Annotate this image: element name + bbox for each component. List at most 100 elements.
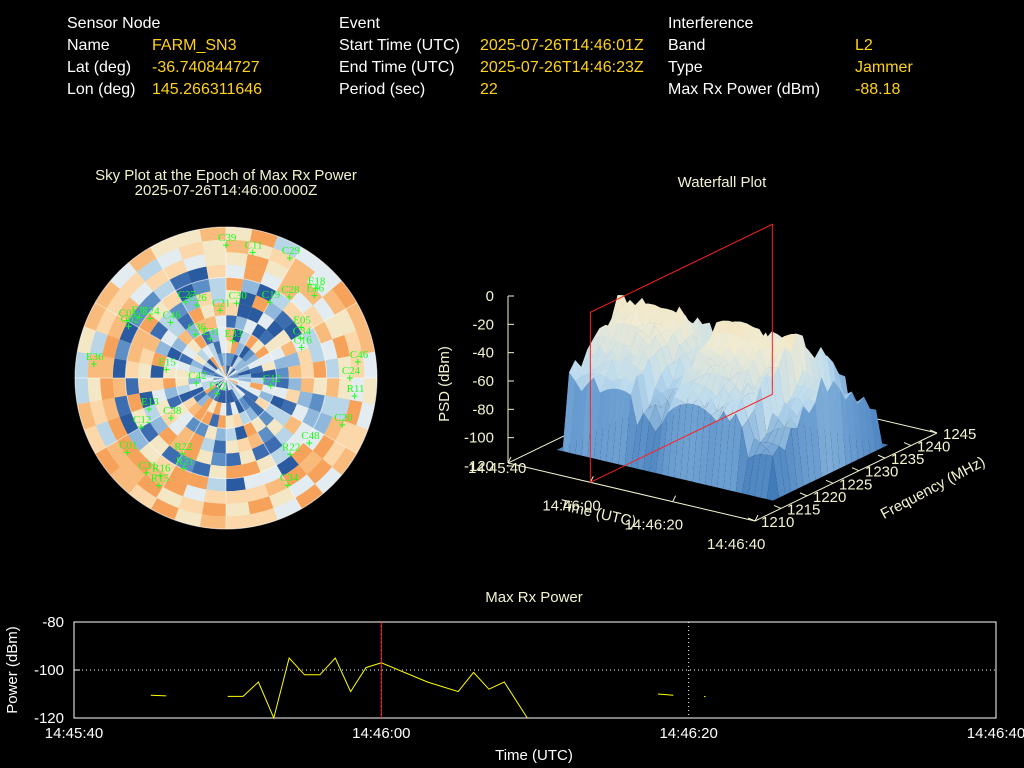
sky-cell: [149, 415, 169, 435]
sky-cell: [175, 283, 196, 302]
sky-cell: [232, 413, 244, 428]
sky-cell: [276, 455, 299, 477]
sky-cell: [107, 416, 128, 441]
sky-cell: [137, 362, 152, 378]
start-time-label: Start Time (UTC): [339, 37, 460, 54]
sky-cell: [226, 402, 233, 416]
sky-cell: [312, 297, 335, 322]
sky-cell: [273, 356, 288, 370]
sky-cell: [208, 464, 226, 479]
sky-cell: [226, 352, 231, 366]
sky-plot-subtitle: 2025-07-26T14:46:00.000Z: [135, 182, 318, 199]
satellite-label: R22: [282, 441, 300, 453]
sky-cell: [282, 269, 307, 292]
sky-cell: [169, 301, 189, 321]
sky-cell: [175, 369, 189, 378]
sky-cell: [158, 426, 178, 446]
sky-azimuth-spoke: [225, 302, 358, 379]
sky-cell: [128, 484, 157, 509]
sky-cell: [234, 358, 246, 370]
satellite-marker: C01: [119, 440, 137, 456]
sky-cell: [150, 378, 165, 392]
sky-cell: [226, 373, 239, 378]
sky-cell: [325, 358, 340, 378]
sky-cell: [287, 378, 302, 392]
lat-label: Lat (deg): [67, 59, 132, 76]
sky-cell: [139, 442, 162, 465]
sky-cell: [226, 302, 240, 317]
sky-cell: [226, 327, 235, 341]
sky-cell: [151, 352, 167, 368]
sky-cell: [241, 460, 261, 478]
sky-cell: [202, 382, 216, 391]
sky-cell: [226, 277, 244, 292]
sky-cell: [110, 466, 138, 494]
sky-cell: [209, 356, 220, 369]
sky-cell: [237, 369, 251, 376]
sky-cell: [296, 391, 313, 409]
sky-cell: [117, 434, 140, 459]
sky-cell: [175, 378, 189, 387]
period-label: Period (sec): [339, 81, 426, 98]
sky-cell: [261, 360, 276, 372]
satellite-marker: C28: [281, 284, 300, 301]
sky-cell: [200, 410, 214, 426]
sky-cell: [226, 227, 253, 242]
sky-cell: [185, 323, 201, 340]
sky-cell: [171, 403, 188, 419]
sky-cell: [270, 290, 291, 311]
sky-cell: [313, 412, 333, 435]
sky-cell: [215, 315, 226, 329]
sky-cell: [163, 259, 188, 280]
sky-cell: [129, 281, 154, 306]
sky-cell: [226, 378, 236, 388]
sky-cell: [226, 368, 236, 378]
sky-cell: [193, 406, 208, 422]
satellite-marker: C12: [263, 373, 281, 389]
sky-cell: [244, 334, 259, 350]
sky-cell: [298, 281, 323, 306]
sky-cell: [168, 418, 186, 436]
sky-cell: [175, 454, 196, 473]
sky-cell: [191, 460, 211, 478]
sky-cell: [226, 439, 240, 454]
sky-cell: [226, 289, 242, 304]
sky-cell: [235, 384, 248, 395]
type-value: Jammer: [855, 59, 913, 76]
sky-cell: [221, 390, 226, 404]
sky-cell: [243, 318, 258, 335]
sky-cell: [270, 445, 291, 466]
satellite-marker: C48: [301, 430, 320, 447]
satellite-marker: E31: [202, 326, 220, 342]
sky-cell: [200, 373, 214, 378]
sky-cell: [223, 365, 226, 378]
sky-cell: [226, 501, 251, 517]
sky-cell: [216, 368, 226, 378]
sky-cell: [87, 378, 103, 403]
sky-cell: [332, 334, 350, 359]
sky-cell: [200, 437, 216, 453]
sky-cell: [288, 258, 315, 282]
sky-cell: [245, 353, 259, 366]
sky-cell: [201, 345, 214, 359]
sky-cell: [242, 349, 255, 362]
sky-cell: [156, 486, 183, 509]
sky-cell: [258, 390, 274, 404]
satellite-marker: R16: [152, 463, 171, 479]
sky-cell: [176, 360, 191, 372]
sky-cell: [303, 428, 325, 451]
sky-heatmap: [75, 227, 377, 529]
sky-cell: [300, 378, 315, 394]
satellite-label: C21: [212, 297, 230, 309]
sky-cell: [156, 247, 183, 270]
sky-cell: [194, 318, 209, 335]
sky-cell: [269, 247, 296, 270]
sky-cell: [100, 378, 115, 400]
sky-cell: [226, 378, 239, 383]
sky-cell: [320, 395, 338, 417]
sky-cell: [195, 448, 213, 465]
sky-cell: [75, 351, 90, 378]
sky-cell: [226, 315, 237, 329]
sky-cell: [266, 418, 284, 436]
sky-cell: [95, 447, 120, 476]
